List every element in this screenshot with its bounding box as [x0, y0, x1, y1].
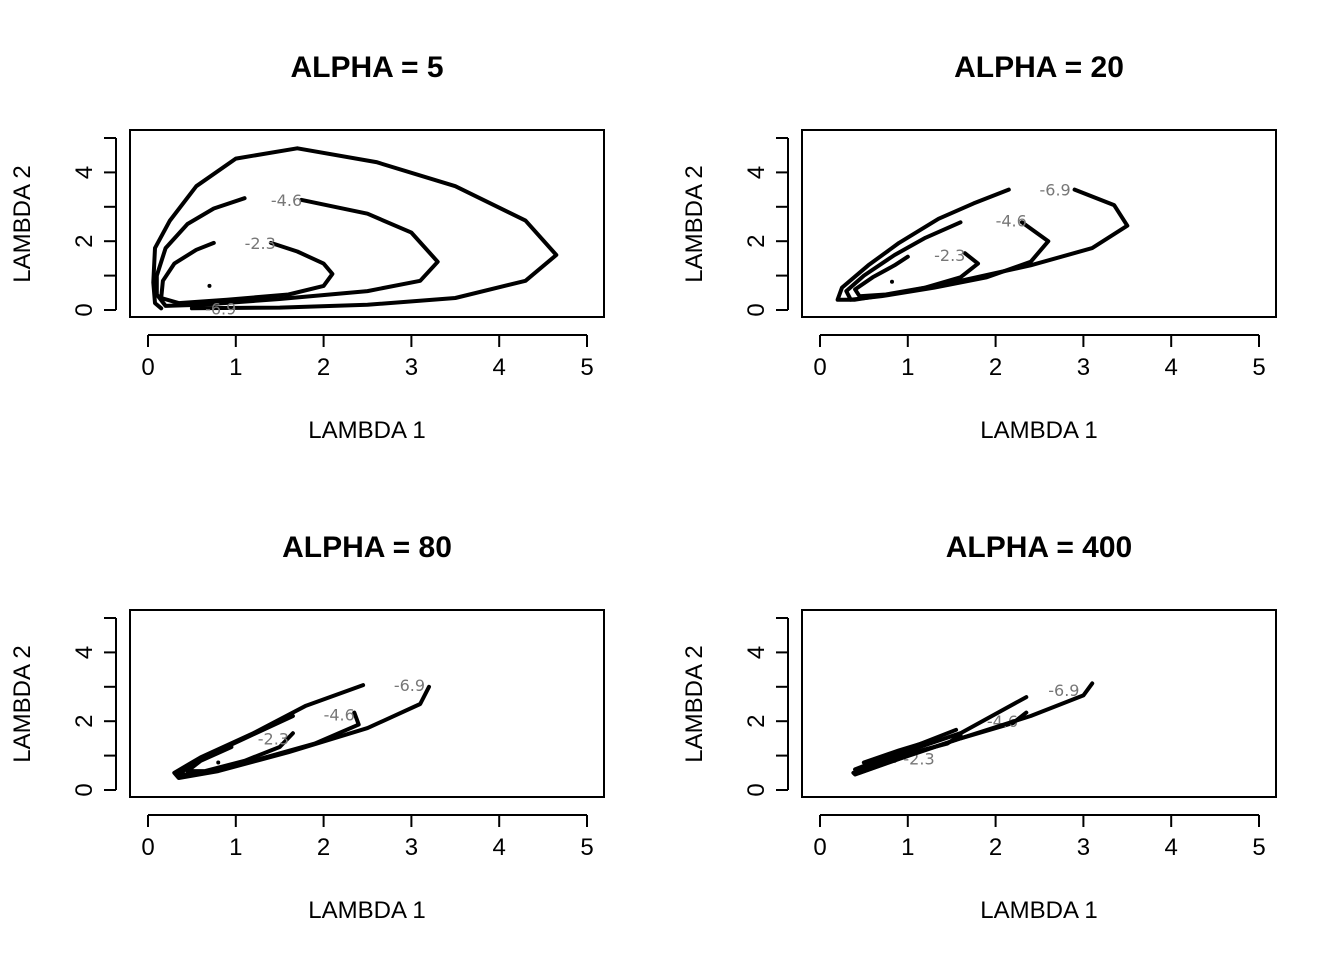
x-tick-label: 4	[1165, 834, 1178, 861]
panel-title: ALPHA = 80	[282, 531, 452, 564]
panel-title: ALPHA = 400	[946, 531, 1132, 564]
x-axis-title: LAMBDA 1	[980, 417, 1097, 444]
y-tick-label: 4	[743, 166, 770, 179]
y-axis-ticks: 0 2 4	[71, 137, 116, 317]
contour-label: -4.6	[996, 212, 1027, 231]
x-tick-label: 0	[813, 834, 826, 861]
contour-line	[151, 146, 559, 311]
x-axis-title: LAMBDA 1	[308, 897, 425, 924]
contour-lines: -2.3 -4.6 -6.9	[835, 181, 1130, 302]
y-tick-label: 2	[71, 235, 98, 248]
x-axis-ticks: 0 1 2 3 4 5	[813, 335, 1266, 381]
x-tick-label: 4	[1165, 354, 1178, 381]
y-tick-label: 2	[71, 715, 98, 728]
contour-label: -6.9	[394, 676, 425, 695]
x-tick-label: 4	[493, 834, 506, 861]
y-tick-label: 2	[743, 235, 770, 248]
contour-label: -6.9	[1048, 681, 1079, 700]
y-axis-title: LAMBDA 2	[681, 645, 708, 762]
contour-lines: -2.3 -4.6 -6.9	[151, 146, 559, 318]
y-tick-label: 0	[743, 303, 770, 316]
mode-point	[207, 283, 212, 288]
y-tick-label: 4	[743, 646, 770, 659]
contour-label: -6.9	[1040, 181, 1071, 200]
x-tick-label: 5	[1252, 354, 1265, 381]
contour-lines: -2.3 -4.6 -6.9	[172, 676, 431, 780]
x-axis-ticks: 0 1 2 3 4 5	[813, 815, 1266, 861]
x-tick-label: 3	[405, 834, 418, 861]
contour-line	[172, 683, 431, 780]
y-tick-label: 0	[743, 783, 770, 796]
x-tick-label: 0	[813, 354, 826, 381]
y-axis-ticks: 0 2 4	[743, 137, 788, 317]
panel-alpha-80: ALPHA = 80 0 1 2 3 4 5 0 2 4 -2.3 -4.6 -6.9 LAMBD…	[9, 531, 605, 924]
plot-box	[129, 129, 605, 318]
contour-line	[159, 240, 335, 306]
x-tick-label: 4	[493, 354, 506, 381]
x-tick-label: 0	[141, 354, 154, 381]
panel-alpha-5: ALPHA = 5 0 1 2 3 4 5 0 2 4 -2.3 -4.6 -6.9 LAMBDA…	[9, 51, 605, 444]
y-axis-ticks: 0 2 4	[71, 617, 116, 797]
panel-title: ALPHA = 20	[954, 51, 1124, 84]
panel-title: ALPHA = 5	[290, 51, 443, 84]
x-tick-label: 1	[901, 834, 914, 861]
x-axis-title: LAMBDA 1	[308, 417, 425, 444]
plot-box	[801, 609, 1277, 798]
contour-line	[835, 187, 1130, 302]
x-tick-label: 2	[989, 834, 1002, 861]
contour-line	[851, 681, 1095, 777]
y-axis-title: LAMBDA 2	[9, 645, 36, 762]
x-axis-ticks: 0 1 2 3 4 5	[141, 815, 594, 861]
x-tick-label: 2	[317, 354, 330, 381]
plot-box	[801, 129, 1277, 318]
mode-point	[892, 758, 897, 763]
x-tick-label: 1	[901, 354, 914, 381]
y-tick-label: 0	[71, 783, 98, 796]
y-tick-label: 4	[71, 646, 98, 659]
x-tick-label: 5	[1252, 834, 1265, 861]
contour-label: -2.3	[934, 246, 965, 265]
contour-label: -4.6	[324, 705, 355, 724]
contour-line	[154, 196, 440, 308]
x-tick-label: 2	[317, 834, 330, 861]
panel-alpha-20: ALPHA = 20 0 1 2 3 4 5 0 2 4 -2.3 -4.6 -6.9 LAMBD…	[681, 51, 1277, 444]
contour-label: -2.3	[245, 234, 276, 253]
x-tick-label: 1	[229, 354, 242, 381]
x-tick-label: 3	[405, 354, 418, 381]
y-axis-ticks: 0 2 4	[743, 617, 788, 797]
x-tick-label: 1	[229, 834, 242, 861]
panel-alpha-400: ALPHA = 400 0 1 2 3 4 5 0 2 4 -2.3-4.6-6.9 LAMB…	[681, 531, 1277, 924]
x-tick-label: 3	[1077, 834, 1090, 861]
x-axis-ticks: 0 1 2 3 4 5	[141, 335, 594, 381]
mode-point	[216, 760, 221, 765]
contour-label: -4.6	[271, 191, 302, 210]
x-tick-label: 2	[989, 354, 1002, 381]
contour-lines: -2.3-4.6-6.9	[851, 681, 1095, 777]
x-tick-label: 5	[580, 354, 593, 381]
x-axis-title: LAMBDA 1	[980, 897, 1097, 924]
x-tick-label: 5	[580, 834, 593, 861]
contour-label: -6.9	[205, 299, 236, 318]
mode-point	[889, 279, 894, 284]
y-tick-label: 0	[71, 303, 98, 316]
y-tick-label: 4	[71, 166, 98, 179]
contour-label: -2.3	[258, 729, 289, 748]
x-tick-label: 0	[141, 834, 154, 861]
y-tick-label: 2	[743, 715, 770, 728]
plot-box	[129, 609, 605, 798]
y-axis-title: LAMBDA 2	[681, 165, 708, 282]
x-tick-label: 3	[1077, 354, 1090, 381]
y-axis-title: LAMBDA 2	[9, 165, 36, 282]
